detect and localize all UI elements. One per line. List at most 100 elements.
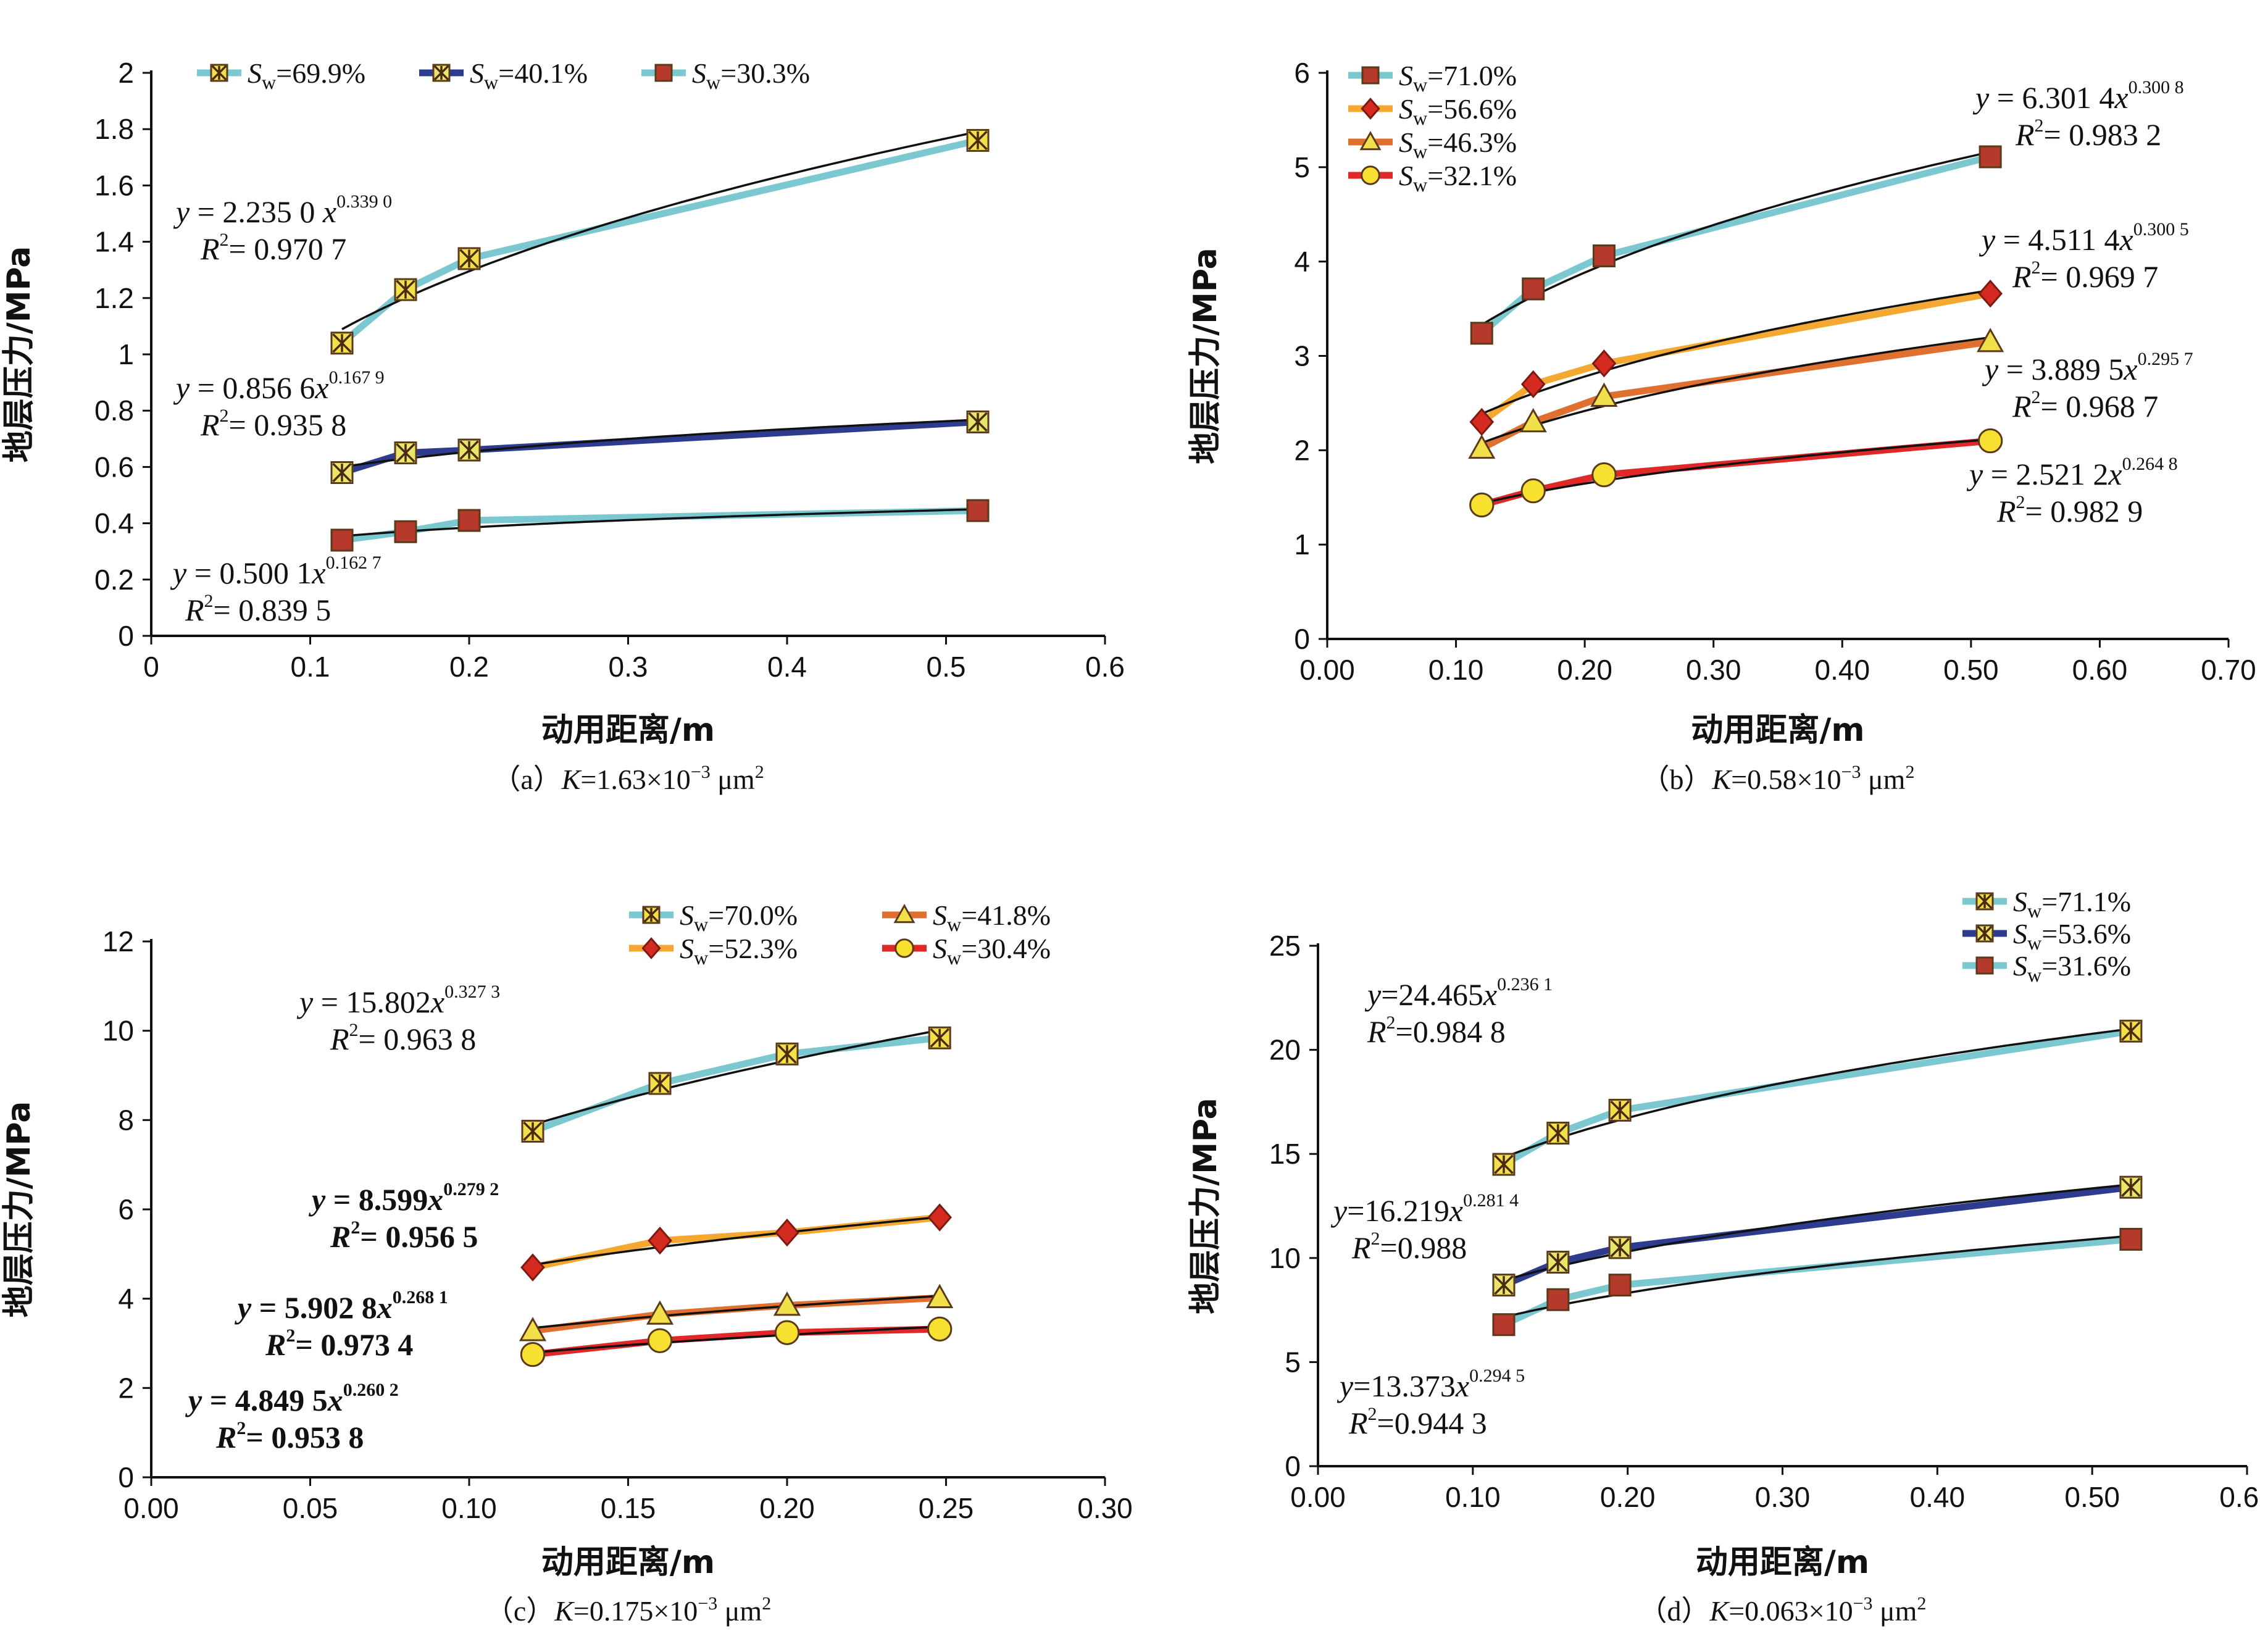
y-axis-title: 地层压力/MPa: [1, 1101, 38, 1318]
y-tick-label: 2: [1294, 434, 1310, 466]
x-tick-label: 0.15: [601, 1492, 656, 1524]
legend-item: Sw=30.4%: [882, 933, 1051, 969]
x-tick-label: 0.20: [1557, 654, 1612, 686]
panel-caption: （d）K=0.063×10−3 μm2: [1639, 1593, 1927, 1627]
data-point: [1492, 1274, 1516, 1297]
x-tick-label: 0.1: [291, 651, 330, 683]
fit-curve: [532, 1216, 940, 1266]
data-point: [457, 509, 481, 532]
legend-label: Sw=30.4%: [933, 933, 1051, 969]
y-tick-label: 2: [118, 57, 134, 89]
x-tick-label: 0.00: [1299, 654, 1355, 686]
legend-label: Sw=71.1%: [2013, 886, 2131, 922]
y-tick-label: 0.4: [94, 507, 134, 540]
legend-marker: [1361, 98, 1380, 120]
legend-label: Sw=30.3%: [692, 57, 810, 93]
series-69.9%: [330, 128, 990, 355]
legend-item: Sw=71.0%: [1348, 60, 1517, 96]
series-71.0%: [1470, 145, 2002, 345]
data-point: [394, 441, 417, 465]
data-point: [2119, 1175, 2143, 1199]
y-axis-title: 地层压力/MPa: [1187, 248, 1224, 464]
series-30.4%: [520, 1316, 953, 1367]
legend-label: Sw=69.9%: [248, 57, 365, 93]
y-axis-title: 地层压力/MPa: [1, 246, 38, 463]
y-tick-label: 10: [1269, 1242, 1301, 1274]
legend-item: Sw=46.3%: [1348, 127, 1517, 162]
y-tick-label: 0: [118, 620, 134, 652]
data-point: [646, 1300, 674, 1325]
fit-equation: y = 8.599x0.279 2: [309, 1179, 499, 1217]
y-tick-label: 6: [1294, 57, 1310, 89]
data-point: [330, 461, 354, 485]
panel-b: 0.00 0.10 0.20 0.30 0.40 0.50 0.60 0.70 0 1 2 3 4 5 6 地…: [1187, 57, 2256, 795]
fit-equation: y = 6.301 4x0.300 8: [1972, 77, 2184, 115]
data-point: [330, 528, 354, 552]
legend-marker: [1361, 165, 1380, 185]
data-point: [2119, 1227, 2143, 1251]
panel-a: 0 0.1 0.2 0.3 0.4 0.5 0.6 0 0.2 0.4 0.6 0.8 1 1.2 1.4 1…: [1, 57, 1125, 795]
fit-equation: y = 15.802x0.327 3: [296, 982, 500, 1019]
data-point: [1492, 1313, 1516, 1337]
fit-r-squared: R2= 0.982 9: [1996, 492, 2143, 528]
x-tick-label: 0.60: [2072, 654, 2128, 686]
data-point: [1592, 244, 1616, 267]
data-point: [1468, 434, 1496, 459]
series-40.1%: [330, 410, 990, 485]
series-31.6%: [1492, 1227, 2143, 1337]
series-46.3%: [1468, 327, 2004, 459]
y-axis-title: 地层压力/MPa: [1187, 1098, 1224, 1314]
fit-curve: [1503, 1235, 2132, 1319]
data-point: [1591, 462, 1617, 488]
data-point: [1978, 279, 2003, 308]
fit-curve: [341, 130, 978, 330]
legend-item: Sw=70.0%: [629, 899, 798, 935]
legend-item: Sw=31.6%: [1962, 950, 2131, 986]
x-tick-label: 0.3: [609, 651, 648, 683]
data-point: [926, 1283, 954, 1309]
x-tick-label: 0.10: [1428, 654, 1484, 686]
y-tick-label: 15: [1269, 1138, 1301, 1170]
panel-c: 0.00 0.05 0.10 0.15 0.20 0.25 0.30 0 2 4 6 8 10 12 地层压…: [1, 899, 1133, 1627]
legend-marker: [1975, 956, 1994, 975]
y-tick-label: 5: [1294, 151, 1310, 183]
fit-equation: y = 3.889 5x0.295 7: [1982, 349, 2193, 386]
fit-r-squared: R2= 0.935 8: [200, 406, 346, 442]
data-point: [2119, 1019, 2143, 1043]
fit-r-squared: R2= 0.839 5: [185, 591, 331, 627]
fit-curve: [341, 508, 978, 538]
x-tick-label: 0.25: [919, 1492, 974, 1524]
fit-curve: [532, 1029, 940, 1126]
legend-label: Sw=41.8%: [933, 899, 1051, 935]
y-tick-label: 4: [118, 1283, 134, 1315]
y-tick-label: 1.6: [94, 169, 134, 201]
x-tick-label: 0.40: [1815, 654, 1870, 686]
data-point: [1590, 382, 1618, 407]
data-point: [966, 128, 990, 152]
legend: Sw=70.0%Sw=52.3% Sw=41.8%Sw=30.4%: [629, 899, 1051, 969]
series-30.3%: [330, 499, 990, 552]
x-axis-title: 动用距离/m: [1691, 712, 1864, 749]
data-point: [1546, 1251, 1570, 1274]
legend-marker: [1975, 892, 1994, 911]
x-tick-label: 0.5: [927, 651, 966, 683]
series-line: [338, 136, 982, 347]
data-point: [394, 520, 417, 543]
x-tick-label: 0.50: [2064, 1481, 2120, 1513]
series-line: [529, 1034, 943, 1135]
data-point: [773, 1291, 801, 1316]
data-point: [966, 410, 990, 433]
fit-curve: [532, 1325, 940, 1354]
legend-item: Sw=69.9%: [197, 57, 365, 93]
x-tick-label: 0.4: [767, 651, 807, 683]
y-tick-label: 4: [1294, 246, 1310, 278]
legend-label: Sw=46.3%: [1399, 127, 1517, 162]
fit-r-squared: R2= 0.968 7: [2012, 387, 2158, 423]
x-tick-label: 0.2: [449, 651, 489, 683]
legend-label: Sw=56.6%: [1399, 93, 1517, 129]
legend-label: Sw=32.1%: [1399, 160, 1517, 196]
fit-equation: y = 4.511 4x0.300 5: [1979, 219, 2189, 257]
fit-equation: y = 4.849 5x0.260 2: [185, 1380, 399, 1417]
legend: Sw=69.9% Sw=40.1% Sw=30.3%: [197, 57, 810, 93]
